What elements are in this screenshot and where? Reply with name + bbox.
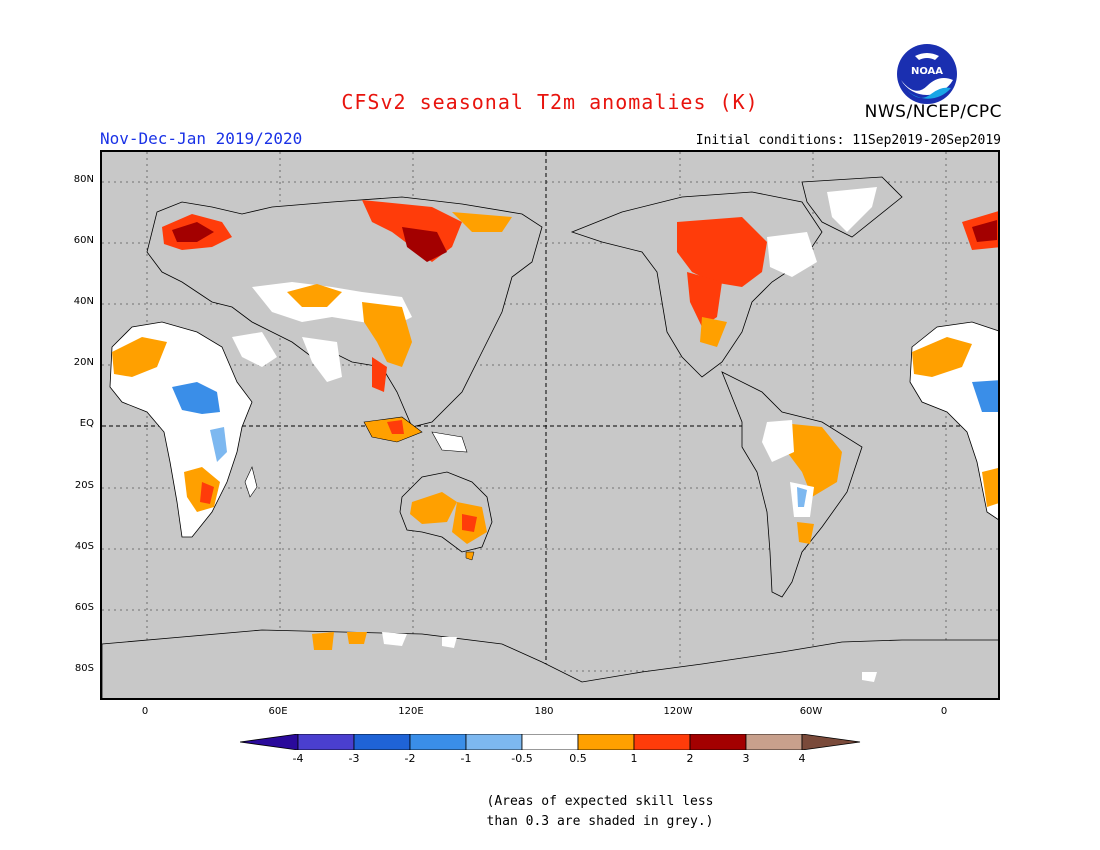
colorbar-segment xyxy=(353,734,411,750)
lon-label: 120E xyxy=(398,706,424,717)
lon-label: 0 xyxy=(940,706,948,717)
lon-label: 60E xyxy=(268,706,288,717)
lat-label: 60N xyxy=(73,235,94,246)
africa xyxy=(109,321,258,538)
colorbar-label: -2 xyxy=(404,752,416,765)
map-panel xyxy=(100,150,1000,700)
se-asia-islands xyxy=(363,416,468,453)
colorbar-segment xyxy=(297,734,355,750)
lon-label: 120W xyxy=(663,706,693,717)
colorbar-segment xyxy=(409,734,467,750)
lon-label: 0 xyxy=(141,706,149,717)
north-america xyxy=(570,176,903,378)
colorbar-segment xyxy=(240,734,299,750)
lat-label: 20N xyxy=(73,357,94,368)
lat-label: EQ xyxy=(79,418,94,429)
noaa-logo-text: NOAA xyxy=(911,66,943,77)
eurasia xyxy=(146,196,543,428)
skill-note-line: (Areas of expected skill less xyxy=(486,794,714,809)
lat-label: 80S xyxy=(74,663,94,674)
antarctica xyxy=(102,629,998,698)
australia xyxy=(399,471,493,561)
agency-label: NWS/NCEP/CPC xyxy=(864,102,1002,122)
initial-conditions: Initial conditions: 11Sep2019-20Sep2019 xyxy=(695,133,1001,148)
lat-label: 40N xyxy=(73,296,94,307)
colorbar-segment xyxy=(801,734,861,750)
skill-note-line: than 0.3 are shaded in grey.) xyxy=(486,814,714,829)
colorbar-label: -1 xyxy=(460,752,472,765)
colorbar-label: -4 xyxy=(292,752,304,765)
colorbar xyxy=(240,734,861,750)
noaa-logo: NOAA xyxy=(897,44,957,104)
colorbar-segment xyxy=(521,734,579,750)
lat-label: 20S xyxy=(74,480,94,491)
colorbar-label: 0.5 xyxy=(569,752,587,765)
skill-note: (Areas of expected skill less than 0.3 a… xyxy=(470,792,730,832)
colorbar-label: 2 xyxy=(686,752,694,765)
forecast-period: Nov-Dec-Jan 2019/2020 xyxy=(100,129,303,148)
colorbar-segment xyxy=(577,734,635,750)
world-map xyxy=(102,152,998,698)
lat-label: 60S xyxy=(74,602,94,613)
colorbar-label: -0.5 xyxy=(511,752,533,765)
lon-label: 60W xyxy=(799,706,823,717)
colorbar-label: 1 xyxy=(630,752,638,765)
map-title: CFSv2 seasonal T2m anomalies (K) xyxy=(341,90,759,114)
lat-label: 80N xyxy=(73,174,94,185)
south-america xyxy=(721,371,863,598)
colorbar-segment xyxy=(745,734,803,750)
africa-east-wrap xyxy=(909,211,998,520)
colorbar-label: -3 xyxy=(348,752,360,765)
colorbar-segment xyxy=(689,734,747,750)
lat-label: 40S xyxy=(74,541,94,552)
colorbar-label: 3 xyxy=(742,752,750,765)
colorbar-segment xyxy=(465,734,523,750)
colorbar-label: 4 xyxy=(798,752,806,765)
lon-label: 180 xyxy=(534,706,554,717)
colorbar-segment xyxy=(633,734,691,750)
